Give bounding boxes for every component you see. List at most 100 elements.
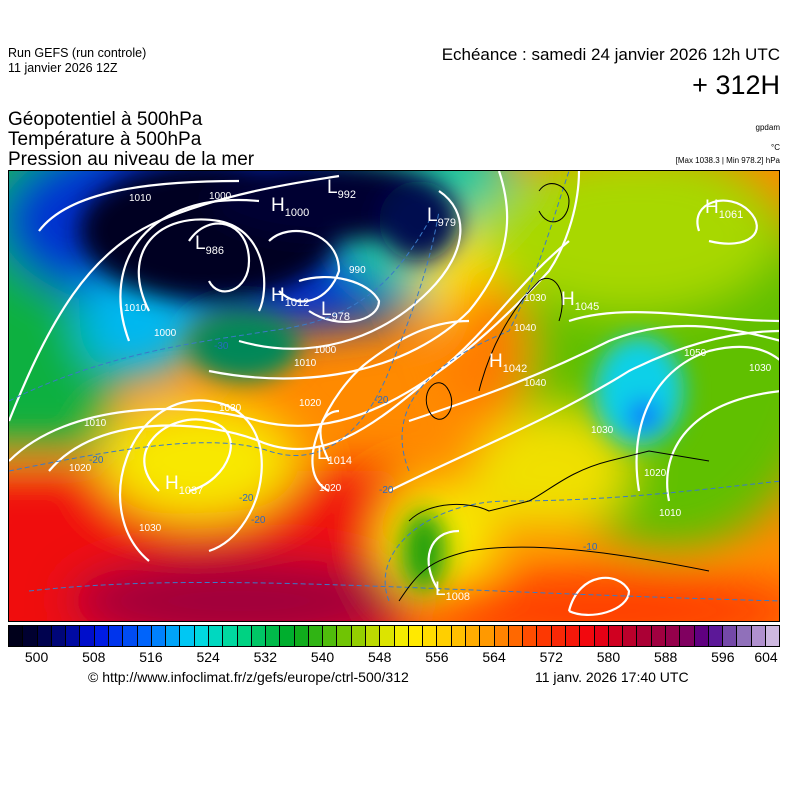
temperature-label: -20 bbox=[239, 493, 254, 504]
colorbar-label: 548 bbox=[368, 649, 392, 665]
temperature-label: -20 bbox=[374, 395, 389, 406]
temperature-labels: -30 -20 -20 -20 -20 -20 -10 bbox=[89, 341, 598, 553]
colorbar-cell bbox=[537, 626, 552, 646]
run-info: Run GEFS (run controle) 11 janvier 2026 … bbox=[8, 46, 146, 76]
colorbar-labels: 500 508 516 524 532 540 548 556 564 572 580 588 596 6… bbox=[0, 649, 788, 665]
colorbar-cell bbox=[551, 626, 566, 646]
colorbar-cell bbox=[123, 626, 138, 646]
colorbar-cell bbox=[565, 626, 581, 646]
colorbar-cell bbox=[665, 626, 681, 646]
colorbar-cell bbox=[294, 626, 309, 646]
isobar-label: 1030 bbox=[219, 403, 242, 414]
colorbar-label: 532 bbox=[253, 649, 278, 665]
isobar-label: 1020 bbox=[644, 468, 667, 479]
colorbar-cell bbox=[694, 626, 709, 646]
pressure-center-high: H1042 bbox=[489, 351, 527, 375]
isobar-label: 1040 bbox=[524, 378, 547, 389]
isobar-label: 1010 bbox=[84, 418, 107, 429]
colorbar-cell bbox=[651, 626, 666, 646]
colorbar-cell bbox=[523, 626, 538, 646]
colorbar-cell bbox=[108, 626, 124, 646]
colorbar bbox=[8, 625, 780, 647]
isobar-label: 1050 bbox=[684, 348, 707, 359]
colorbar-cell bbox=[37, 626, 52, 646]
isobar-label: 1030 bbox=[749, 363, 772, 374]
generation-time: 11 janv. 2026 17:40 UTC bbox=[535, 669, 689, 685]
colorbar-cell bbox=[194, 626, 209, 646]
temperature-label: -20 bbox=[89, 455, 104, 466]
colorbar-label: 540 bbox=[310, 649, 335, 665]
colorbar-cell bbox=[437, 626, 452, 646]
colorbar-cell bbox=[508, 626, 524, 646]
unit-celsius: °C bbox=[771, 143, 780, 152]
colorbar-cell bbox=[351, 626, 367, 646]
isobar-label: 1030 bbox=[139, 523, 162, 534]
colorbar-label: 604 bbox=[754, 649, 778, 665]
pressure-center-low: L978 bbox=[321, 299, 350, 323]
pressure-center-low: L1014 bbox=[317, 443, 352, 467]
source-credit: © http://www.infoclimat.fr/z/gefs/europe… bbox=[88, 669, 409, 685]
coastlines bbox=[398, 183, 710, 602]
colorbar-cell bbox=[208, 626, 224, 646]
pressure-center-low: L992 bbox=[327, 177, 356, 201]
colorbar-cell bbox=[737, 626, 752, 646]
colorbar-cell bbox=[408, 626, 424, 646]
colorbar-cell bbox=[594, 626, 609, 646]
unit-gpdam: gpdam bbox=[755, 123, 780, 132]
colorbar-cell bbox=[680, 626, 695, 646]
isotherms bbox=[9, 171, 779, 602]
title-pressure: Pression au niveau de la mer bbox=[8, 149, 255, 170]
isobar-label: 1000 bbox=[154, 328, 177, 339]
valid-time: Echéance : samedi 24 janvier 2026 12h UT… bbox=[441, 45, 780, 64]
colorbar-cell bbox=[180, 626, 195, 646]
isobar-label: 1000 bbox=[209, 191, 232, 202]
colorbar-cell bbox=[765, 626, 780, 646]
colorbar-label: 596 bbox=[711, 649, 735, 665]
isobar-label: 1010 bbox=[129, 193, 152, 204]
isobar-label: 1020 bbox=[319, 483, 342, 494]
pressure-center-low: L979 bbox=[427, 205, 456, 229]
colorbar-cell bbox=[423, 626, 438, 646]
temperature-label: -30 bbox=[214, 341, 229, 352]
colorbar-label: 572 bbox=[539, 649, 563, 665]
pressure-range: [Max 1038.3 | Min 978.2] hPa bbox=[675, 156, 780, 165]
colorbar-cell bbox=[480, 626, 495, 646]
title-temperature: Température à 500hPa bbox=[8, 129, 202, 150]
pressure-center-low: L986 bbox=[195, 233, 224, 257]
colorbar-cell bbox=[66, 626, 81, 646]
isobars bbox=[9, 171, 779, 616]
colorbar-cell bbox=[466, 626, 481, 646]
colorbar-cell bbox=[494, 626, 509, 646]
isobar-label: 1030 bbox=[524, 293, 547, 304]
colorbar-cell bbox=[308, 626, 324, 646]
colorbar-label: 508 bbox=[82, 649, 106, 665]
isobar-label: 1000 bbox=[314, 345, 337, 356]
colorbar-cell bbox=[9, 626, 24, 646]
colorbar-label: 556 bbox=[425, 649, 449, 665]
colorbar-label: 564 bbox=[482, 649, 506, 665]
colorbar-cell bbox=[637, 626, 652, 646]
colorbar-cell bbox=[608, 626, 624, 646]
colorbar-cell bbox=[751, 626, 766, 646]
colorbar-label: 580 bbox=[596, 649, 621, 665]
isobar-label: 1010 bbox=[659, 508, 682, 519]
colorbar-cell bbox=[94, 626, 109, 646]
weather-map: L992 H1000 L979 L986 H1012 L978 H1061 H1045 H104… bbox=[8, 170, 780, 622]
colorbar-label: 500 bbox=[24, 649, 49, 665]
field-titles: Géopotentiel à 500hPa Température à 500h… bbox=[8, 110, 254, 170]
colorbar-label: 524 bbox=[196, 649, 220, 665]
map-field: L992 H1000 L979 L986 H1012 L978 H1061 H1045 H104… bbox=[9, 171, 779, 621]
colorbar-cell bbox=[151, 626, 167, 646]
colorbar-cell bbox=[380, 626, 395, 646]
colorbar-cell bbox=[80, 626, 95, 646]
colorbar-cell bbox=[708, 626, 724, 646]
colorbar-cell bbox=[237, 626, 252, 646]
isobar-label: 1040 bbox=[514, 323, 537, 334]
colorbar-cell bbox=[580, 626, 595, 646]
colorbar-cell bbox=[166, 626, 181, 646]
pressure-centers: L992 H1000 L979 L986 H1012 L978 H1061 H1045 H104… bbox=[165, 177, 743, 603]
colorbar-cell bbox=[223, 626, 238, 646]
pressure-center-high: H1037 bbox=[165, 473, 203, 497]
run-name: Run GEFS (run controle) bbox=[8, 46, 147, 60]
